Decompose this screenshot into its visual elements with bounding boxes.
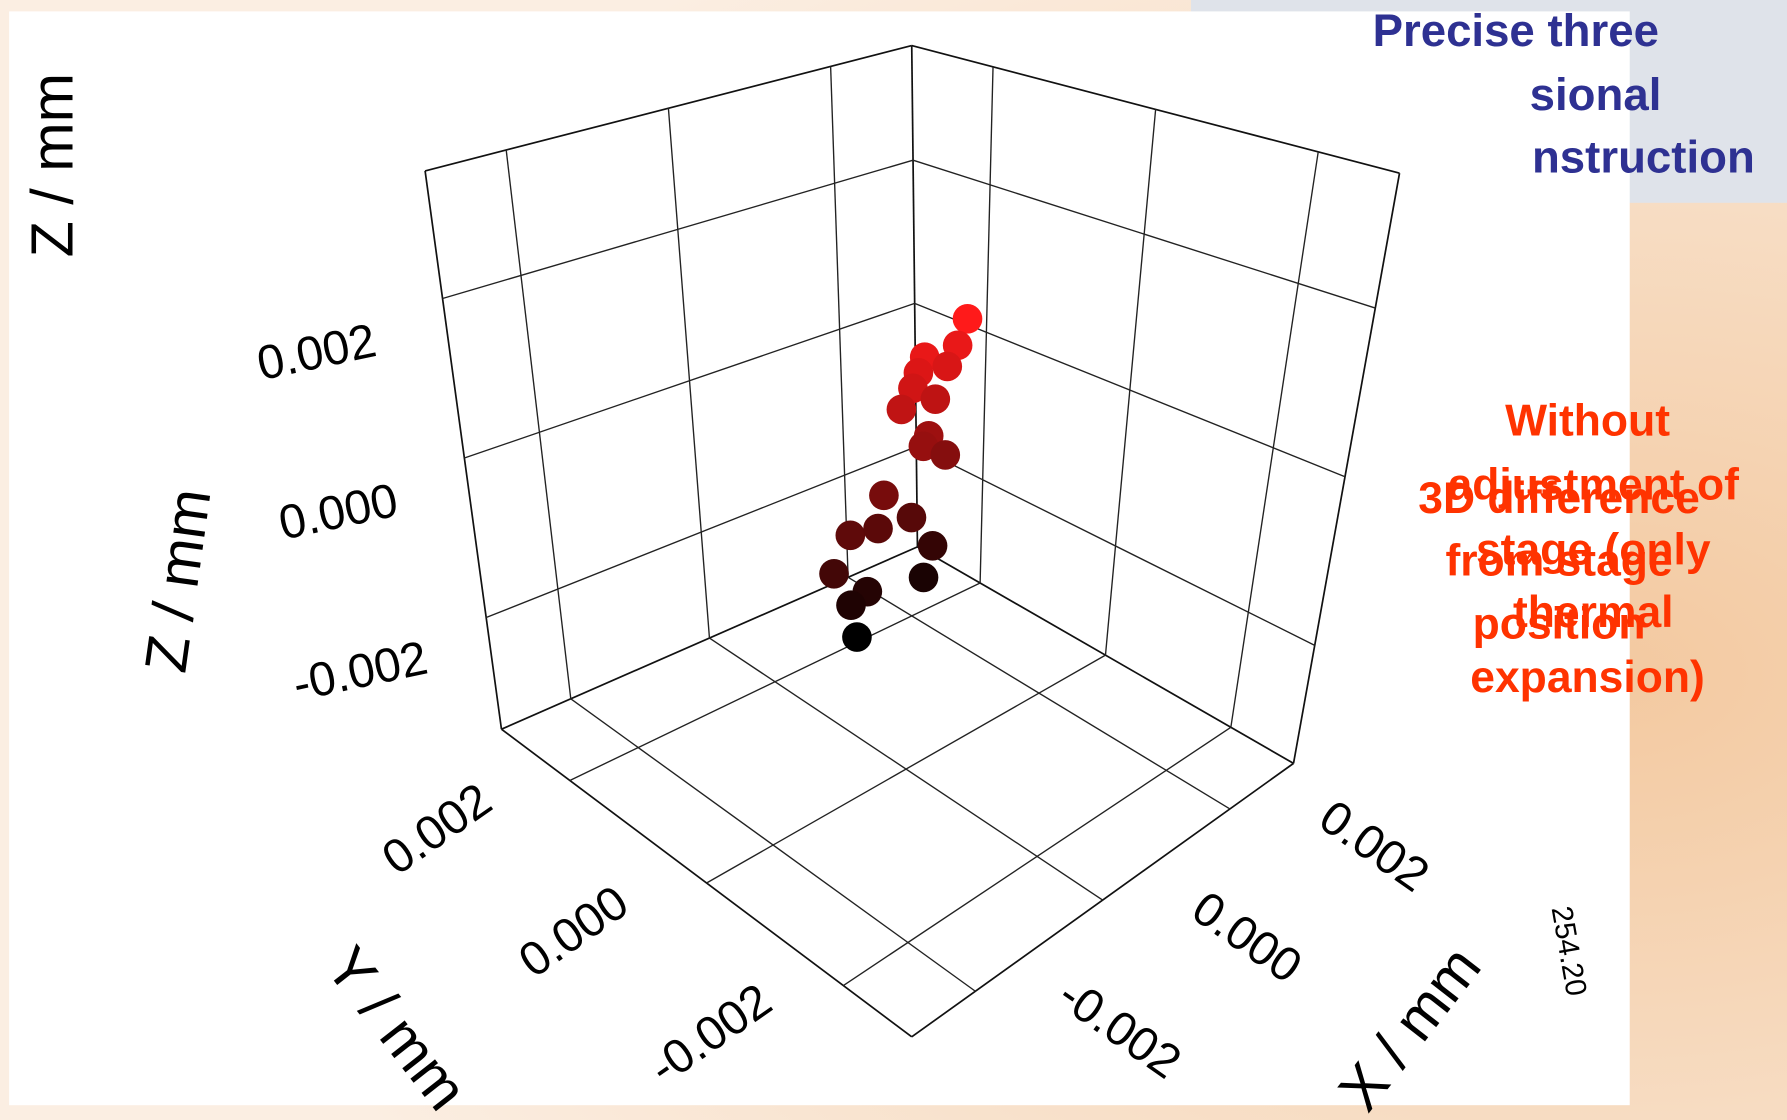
- note-line: expansion): [1470, 653, 1705, 702]
- note-line: stage (only: [1476, 525, 1711, 574]
- data-point: [842, 622, 872, 652]
- data-point: [869, 481, 899, 511]
- note-line: thermal: [1513, 588, 1674, 637]
- data-point: [863, 514, 893, 544]
- note-line: Without: [1505, 397, 1670, 446]
- header-line: Precise three: [1373, 5, 1659, 56]
- data-point: [930, 440, 960, 470]
- z-axis-title: Z / mm: [19, 73, 86, 257]
- data-point: [932, 352, 962, 382]
- note-line: adjustment of: [1448, 460, 1740, 509]
- data-point: [819, 559, 849, 589]
- data-point: [909, 563, 939, 593]
- data-point: [897, 503, 927, 533]
- page: {"chart_data": { "type": "scatter3d", "x…: [0, 0, 1787, 1120]
- data-point: [953, 304, 983, 334]
- data-point: [918, 531, 948, 561]
- data-point: [836, 521, 866, 551]
- plot-background: [9, 11, 1630, 1105]
- data-point: [921, 384, 951, 414]
- header-line: sional: [1530, 69, 1662, 120]
- data-point: [887, 395, 917, 425]
- header-line: nstruction: [1532, 132, 1755, 183]
- data-point: [836, 590, 866, 620]
- slide: -0.0020.0000.002-0.0020.0000.002-0.0020.…: [0, 0, 1787, 1120]
